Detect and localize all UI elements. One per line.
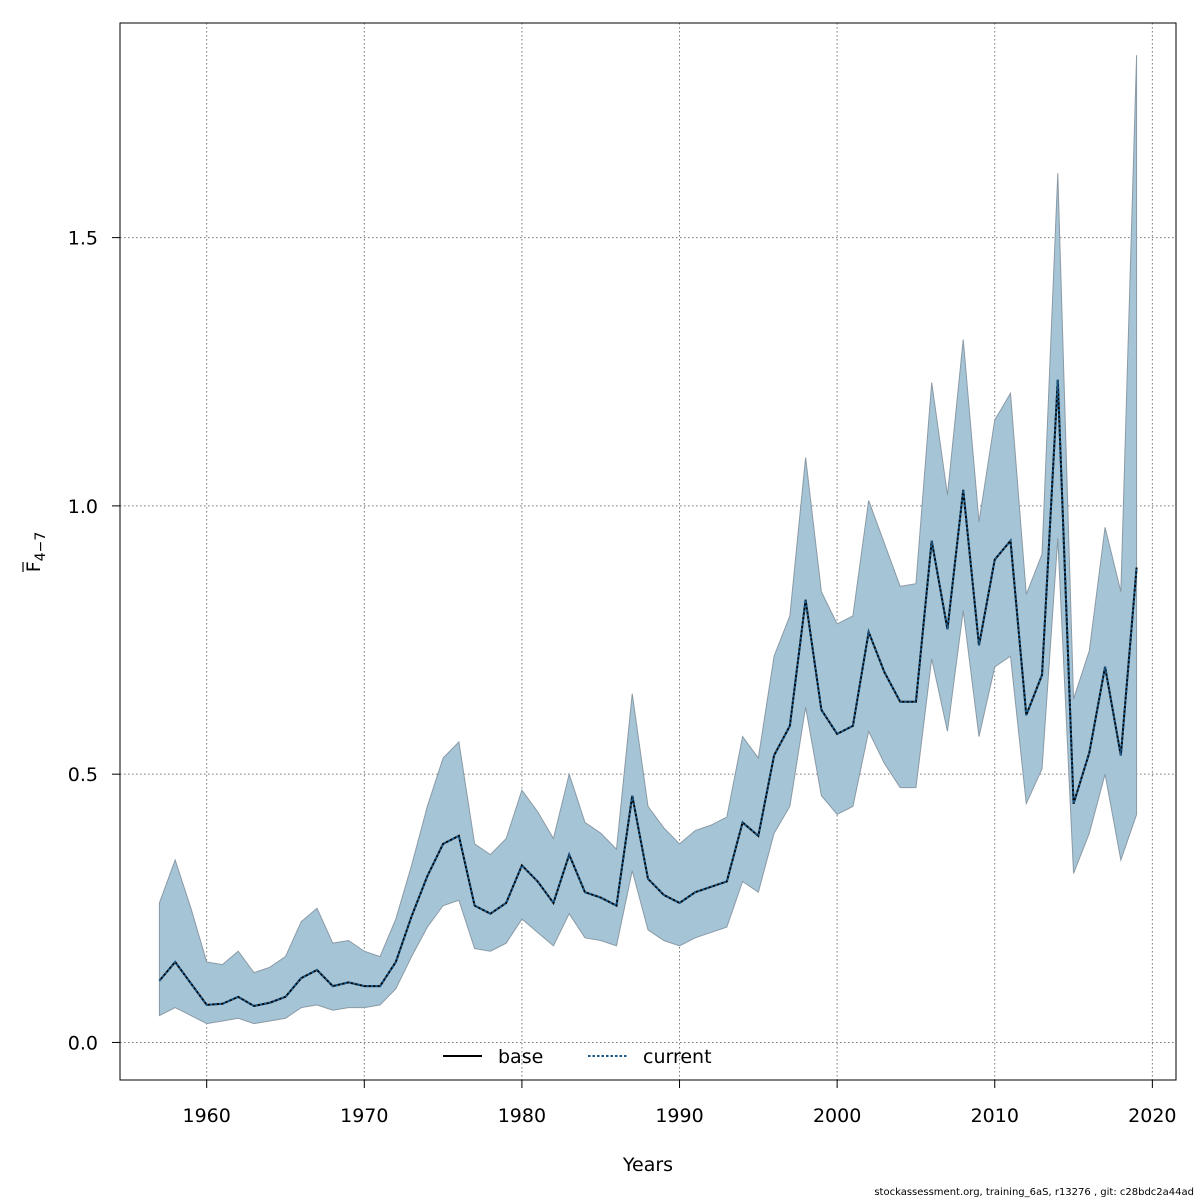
x-tick-label: 2000 — [813, 1105, 861, 1127]
x-axis-title: Years — [622, 1154, 673, 1176]
x-tick-label: 1960 — [183, 1105, 231, 1127]
series-line-current — [158, 379, 1138, 1008]
confidence-band-layer — [158, 55, 1138, 1025]
legend-label-base: base — [498, 1046, 543, 1068]
y-axis-title-main: F — [23, 561, 45, 572]
y-tick-label: 0.5 — [68, 764, 98, 786]
x-tick-label: 1970 — [340, 1105, 388, 1127]
confidence-band — [158, 55, 1138, 1025]
series-lines-layer — [158, 379, 1138, 1008]
y-axis-title: F4−7 — [22, 532, 49, 572]
y-tick-label: 1.5 — [68, 228, 98, 250]
svg-text:F4−7: F4−7 — [23, 532, 49, 572]
legend-label-current: current — [643, 1046, 712, 1068]
y-axis-title-sub: 4−7 — [33, 532, 49, 562]
x-tick-label: 2020 — [1128, 1105, 1176, 1127]
x-tick-label: 1990 — [655, 1105, 703, 1127]
x-tick-label: 2010 — [971, 1105, 1019, 1127]
legend: base current — [443, 1046, 712, 1068]
axes: 1960 1970 1980 1990 2000 2010 2020 0.0 0.5 1.0 1.5 — [68, 228, 1177, 1127]
x-tick-label: 1980 — [498, 1105, 546, 1127]
y-tick-label: 0.0 — [68, 1032, 98, 1054]
y-tick-label: 1.0 — [68, 496, 98, 518]
footnote: stockassessment.org, training_6aS, r1327… — [874, 1187, 1194, 1198]
